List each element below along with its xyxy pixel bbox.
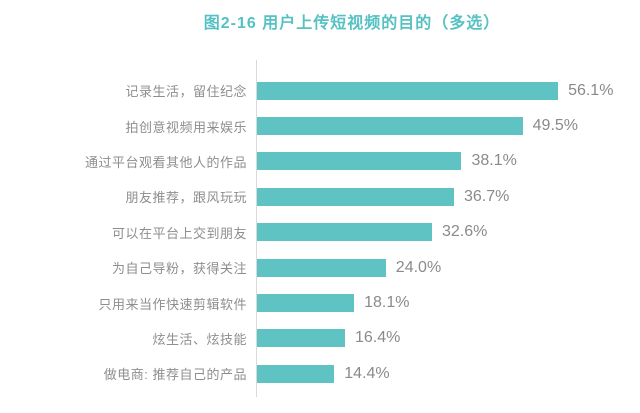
value-label: 16.4% — [355, 329, 401, 347]
bar-row: 可以在平台上交到朋友 32.6% — [0, 215, 640, 250]
value-label: 14.4% — [344, 364, 390, 382]
bar-area: 18.1% — [257, 294, 579, 313]
bar-area: 49.5% — [257, 117, 579, 136]
category-label: 只用来当作快速剪辑软件 — [98, 296, 247, 312]
category-label: 做电商: 推荐自己的产品 — [103, 367, 247, 383]
bar-area: 56.1% — [257, 81, 613, 100]
value-label: 56.1% — [568, 81, 614, 99]
category-label: 拍创意视频用来娱乐 — [125, 119, 247, 135]
bar-area: 36.7% — [257, 187, 579, 206]
value-label: 32.6% — [441, 223, 488, 241]
bar — [257, 223, 432, 242]
bar — [257, 81, 559, 100]
y-axis-line — [256, 60, 257, 397]
bar-row: 为自己导粉，获得关注 24.0% — [0, 250, 640, 285]
value-label: 49.5% — [532, 117, 579, 135]
value-label: 38.1% — [471, 152, 517, 170]
bar-row: 只用来当作快速剪辑软件 18.1% — [0, 285, 640, 320]
bar-row: 做电商: 推荐自己的产品 14.4% — [0, 356, 640, 391]
chart-title: 图2-16 用户上传短视频的目的（多选） — [203, 15, 501, 32]
bar-row: 拍创意视频用来娱乐 49.5% — [0, 108, 640, 143]
bar — [257, 152, 462, 171]
bar-row: 朋友推荐，跟风玩玩 36.7% — [0, 179, 640, 214]
bar-area: 16.4% — [257, 329, 579, 348]
bar — [257, 117, 523, 136]
category-label: 记录生活，留住纪念 — [125, 84, 247, 100]
category-label: 通过平台观看其他人的作品 — [84, 154, 247, 170]
category-label: 可以在平台上交到朋友 — [111, 225, 247, 241]
category-label: 炫生活、炫技能 — [152, 331, 247, 347]
bar — [257, 329, 345, 348]
value-label: 24.0% — [395, 258, 442, 276]
bar-area: 24.0% — [257, 258, 579, 277]
bar-area: 14.4% — [257, 364, 579, 383]
bar — [257, 294, 355, 313]
bar — [257, 187, 454, 206]
bar-row: 通过平台观看其他人的作品 38.1% — [0, 144, 640, 179]
bar-area: 38.1% — [257, 152, 579, 171]
bar-area: 32.6% — [257, 223, 579, 242]
category-label: 为自己导粉，获得关注 — [111, 261, 247, 277]
bar-row: 炫生活、炫技能 16.4% — [0, 321, 640, 356]
bar — [257, 258, 386, 277]
category-label: 朋友推荐，跟风玩玩 — [125, 190, 247, 206]
bar-chart: 记录生活，留住纪念 56.1% 拍创意视频用来娱乐 49.5% 通过平台观看其他… — [0, 60, 640, 397]
bar-row: 记录生活，留住纪念 56.1% — [0, 73, 640, 108]
value-label: 36.7% — [463, 187, 510, 205]
bar — [257, 364, 335, 383]
value-label: 18.1% — [364, 294, 410, 312]
bar-rows: 记录生活，留住纪念 56.1% 拍创意视频用来娱乐 49.5% 通过平台观看其他… — [0, 73, 640, 392]
